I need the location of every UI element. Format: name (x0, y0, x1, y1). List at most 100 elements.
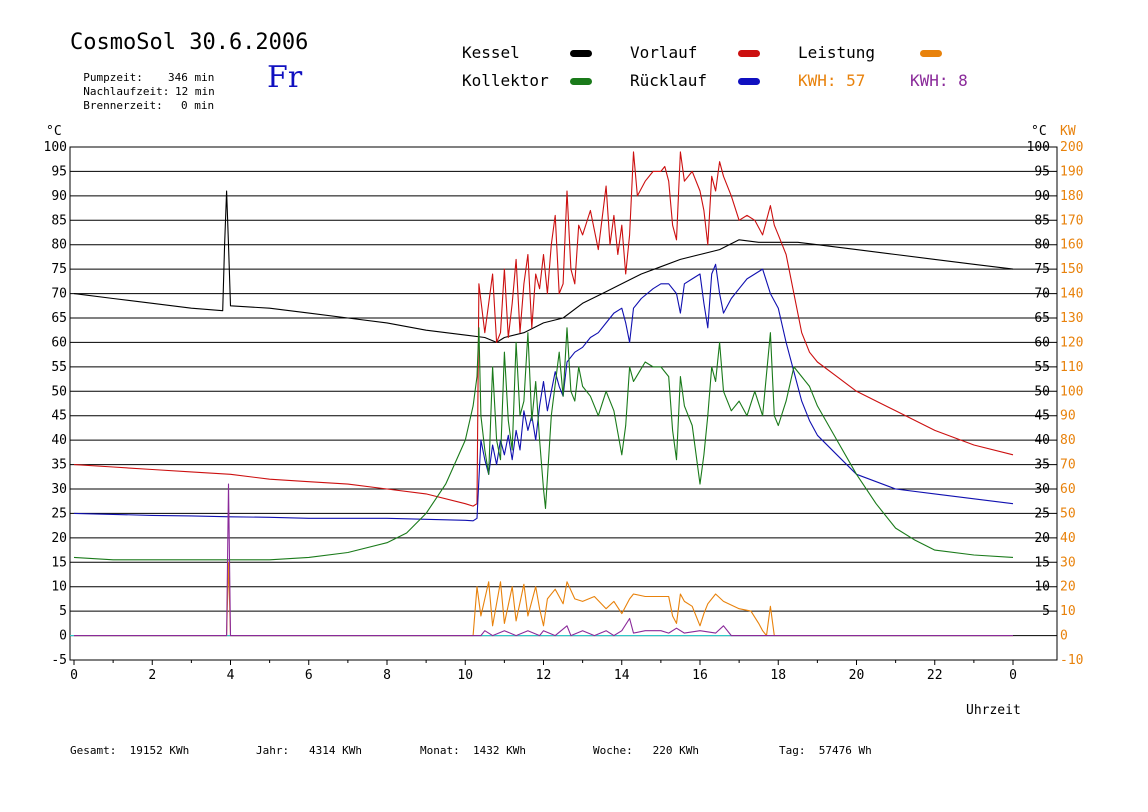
y-tick-label: 60 (51, 335, 67, 350)
power-tick-label: 110 (1060, 360, 1083, 375)
power-tick-label: 180 (1060, 189, 1083, 204)
y2-tick-label: 15 (1034, 555, 1050, 570)
y2-tick-label: 80 (1034, 238, 1050, 253)
y-tick-label: 30 (51, 482, 67, 497)
power-tick-label: 200 (1060, 140, 1083, 155)
stat-label: Nachlaufzeit: (83, 85, 170, 98)
series-line-vorlauf (73, 151, 1014, 507)
x-tick-label: 22 (927, 668, 943, 683)
stat-label: Pumpzeit: (83, 71, 143, 84)
y2-tick-label: 90 (1034, 189, 1050, 204)
y-axis-left: -5 0 5 10 15 20 25 30 35 40 45 50 55 60 65 70 75 80 85 90 95… (44, 140, 67, 668)
y2-tick-label: 30 (1034, 482, 1050, 497)
y2-tick-label: 60 (1034, 335, 1050, 350)
y-tick-label: 20 (51, 531, 67, 546)
x-tick-label: 10 (457, 668, 473, 683)
y-tick-label: 15 (51, 555, 67, 570)
power-tick-label: 120 (1060, 335, 1083, 350)
power-tick-label: 150 (1060, 262, 1083, 277)
y-tick-label: 55 (51, 360, 67, 375)
x-axis: 0 2 4 6 8 10 12 14 16 18 20 22 0 (70, 660, 1017, 683)
y-tick-label: -5 (51, 653, 67, 668)
x-tick-label: 20 (849, 668, 865, 683)
kwh-value: 57 (846, 71, 866, 90)
y-tick-label: 40 (51, 433, 67, 448)
y2-tick-label: 100 (1027, 140, 1050, 155)
y2-tick-label: 5 (1042, 604, 1050, 619)
y2-tick-label: 20 (1034, 531, 1050, 546)
footer-label: Jahr: (256, 744, 290, 757)
y2-tick-label: 50 (1034, 384, 1050, 399)
y-axis-right: 5101520253035404550556065707580859095100… (1027, 140, 1084, 668)
power-tick-label: 50 (1060, 506, 1076, 521)
footer-value: 220 KWh (652, 744, 699, 757)
y-tick-label: 85 (51, 213, 67, 228)
y2-tick-label: 45 (1034, 409, 1050, 424)
kwh-label: KWH: (910, 71, 949, 90)
power-tick-label: 60 (1060, 482, 1076, 497)
kwh-value: 8 (958, 71, 968, 90)
legend-kessel-label: Kessel (462, 43, 520, 62)
legend-kwh-purple: KWH: 8 (910, 71, 968, 91)
footer-label: Monat: (420, 744, 460, 757)
y-tick-label: 5 (59, 604, 67, 619)
y-tick-label: 90 (51, 189, 67, 204)
series-line-kollektor (73, 327, 1014, 561)
power-tick-label: 160 (1060, 238, 1083, 253)
footer-value: 19152 KWh (129, 744, 190, 757)
y2-tick-label: 40 (1034, 433, 1050, 448)
series-line-leistung2 (74, 483, 1013, 637)
power-tick-label: 190 (1060, 164, 1083, 179)
power-tick-label: 10 (1060, 604, 1076, 619)
stat-value: 346 min (168, 71, 215, 84)
y2-tick-label: 65 (1034, 311, 1050, 326)
y-tick-label: 95 (51, 164, 67, 179)
y-tick-label: 45 (51, 409, 67, 424)
footer-value: 4314 KWh (309, 744, 362, 757)
kwh-label: KWH: (798, 71, 837, 90)
y-tick-label: 10 (51, 580, 67, 595)
footer-label: Tag: (779, 744, 806, 757)
power-tick-label: 170 (1060, 213, 1083, 228)
y-tick-label: 75 (51, 262, 67, 277)
x-axis-label: Uhrzeit (966, 703, 1021, 718)
x-tick-label: 14 (614, 668, 630, 683)
y2-tick-label: 85 (1034, 213, 1050, 228)
y2-tick-label: 75 (1034, 262, 1050, 277)
legend-vorlauf-swatch (738, 50, 760, 57)
power-tick-label: 130 (1060, 311, 1083, 326)
day-abbreviation: Fr (267, 60, 303, 95)
power-tick-label: 20 (1060, 580, 1076, 595)
legend-leistung-swatch (920, 50, 942, 57)
stat-value: 12 min (175, 85, 215, 98)
chart-title: CosmoSol 30.6.2006 (70, 30, 309, 55)
x-tick-label: 4 (227, 668, 235, 683)
power-tick-label: 40 (1060, 531, 1076, 546)
plot-frame (69, 146, 1058, 661)
y-tick-label: 25 (51, 506, 67, 521)
footer-label: Woche: (593, 744, 633, 757)
footer-value: 57476 Wh (818, 744, 872, 757)
footer-monat: Monat: 1432 KWh (420, 744, 526, 757)
footer-value: 1432 KWh (473, 744, 526, 757)
y-axis-right-unit: °C (1031, 124, 1047, 139)
y-axis-power-unit: KW (1060, 124, 1076, 139)
power-tick-label: 0 (1060, 629, 1068, 644)
x-tick-label: 2 (148, 668, 156, 683)
power-tick-label: 30 (1060, 555, 1076, 570)
x-tick-label: 16 (692, 668, 708, 683)
x-tick-label: 0 (70, 668, 78, 683)
y2-tick-label: 95 (1034, 164, 1050, 179)
stat-brennerzeit: Brennerzeit: 0 min (70, 86, 214, 112)
series-line-r-cklauf (73, 263, 1014, 522)
y-axis-left-unit: °C (46, 124, 62, 139)
y-tick-label: 100 (44, 140, 67, 155)
legend-kollektor-label: Kollektor (462, 71, 549, 90)
y2-tick-label: 10 (1034, 580, 1050, 595)
y-tick-label: 50 (51, 384, 67, 399)
y-tick-label: 70 (51, 287, 67, 302)
legend-vorlauf-label: Vorlauf (630, 43, 698, 62)
power-tick-label: 90 (1060, 409, 1076, 424)
power-tick-label: 70 (1060, 458, 1076, 473)
